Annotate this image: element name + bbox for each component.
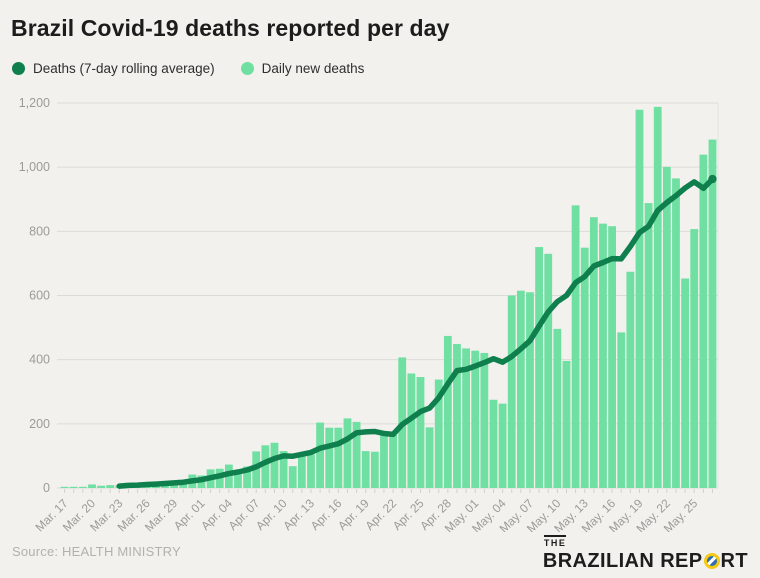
bar xyxy=(580,247,589,488)
bar xyxy=(307,454,315,488)
logo-brand-post: RT xyxy=(720,550,748,572)
logo-the-text: THE xyxy=(543,535,567,548)
bar xyxy=(416,376,425,488)
bar xyxy=(97,485,105,488)
bar xyxy=(407,373,416,488)
y-axis-tick-label: 1,000 xyxy=(19,160,50,174)
bar xyxy=(270,442,279,488)
bar xyxy=(553,328,562,488)
bar xyxy=(672,178,680,488)
y-axis-tick-label: 0 xyxy=(43,481,50,495)
bar xyxy=(708,139,717,488)
bar xyxy=(526,292,534,488)
bar xyxy=(653,106,662,488)
y-axis-tick-label: 600 xyxy=(29,289,50,303)
source-note: Source: HEALTH MINISTRY xyxy=(12,544,181,559)
bar xyxy=(443,335,452,488)
bar xyxy=(261,445,270,488)
page-title: Brazil Covid-19 deaths reported per day xyxy=(11,15,450,41)
rolling-average-line xyxy=(116,176,716,489)
bar xyxy=(471,350,480,488)
bar xyxy=(69,486,78,488)
bar xyxy=(516,290,525,488)
brazil-globe-stripe xyxy=(706,556,717,566)
brazilian-report-logo: THE BRAZILIAN REP RT xyxy=(543,533,748,571)
bar xyxy=(279,451,288,488)
bar xyxy=(644,203,653,488)
bar xyxy=(599,223,607,488)
bar xyxy=(343,418,352,488)
logo-brand-pre: BRAZILIAN REP xyxy=(542,550,703,572)
bar xyxy=(635,109,644,489)
bar xyxy=(325,427,334,488)
bar xyxy=(297,456,306,488)
bar xyxy=(617,332,626,488)
bar xyxy=(252,451,261,488)
bar xyxy=(498,403,507,488)
brazil-globe-icon xyxy=(703,553,720,569)
daily-deaths-dot-icon xyxy=(240,62,254,75)
bar xyxy=(690,229,699,488)
bar xyxy=(234,470,242,488)
bar xyxy=(352,421,361,488)
bar xyxy=(608,226,616,488)
y-axis-tick-label: 200 xyxy=(29,417,50,431)
bar xyxy=(434,379,443,488)
y-axis-tick-label: 800 xyxy=(29,224,50,238)
legend-item-rolling-average: Deaths (7-day rolling average) xyxy=(12,61,215,76)
bar xyxy=(489,399,498,488)
bar xyxy=(626,271,635,488)
legend-label-daily-deaths: Daily new deaths xyxy=(261,61,365,76)
legend-item-daily-deaths: Daily new deaths xyxy=(240,61,365,76)
bar xyxy=(425,427,434,488)
bar xyxy=(316,422,324,488)
bar xyxy=(361,451,370,488)
bar xyxy=(699,154,708,488)
bar xyxy=(507,295,516,488)
line-end-marker xyxy=(708,174,717,184)
bar xyxy=(88,484,96,488)
bar xyxy=(662,166,671,488)
bar xyxy=(681,278,689,488)
logo-brand-text: BRAZILIAN REP RT xyxy=(543,551,748,571)
bar xyxy=(535,247,543,488)
bar xyxy=(480,352,489,488)
y-axis-tick-label: 400 xyxy=(29,353,50,367)
rolling-average-dot-icon xyxy=(12,62,25,75)
legend-label-rolling-average: Deaths (7-day rolling average) xyxy=(33,61,215,76)
bar xyxy=(380,434,388,488)
bar xyxy=(243,466,251,488)
bar xyxy=(453,343,461,488)
bar xyxy=(389,435,397,488)
bar xyxy=(462,348,470,488)
bar xyxy=(571,205,580,488)
y-axis-tick-label: 1,200 xyxy=(19,96,50,110)
bar xyxy=(60,486,69,488)
bar xyxy=(370,451,379,488)
bar xyxy=(78,486,87,488)
bar xyxy=(589,217,598,488)
chart-legend: Deaths (7-day rolling average) Daily new… xyxy=(12,61,364,76)
bar xyxy=(562,360,571,488)
bar xyxy=(334,427,343,488)
bar xyxy=(544,253,553,488)
bar xyxy=(106,485,115,488)
bar xyxy=(288,466,297,488)
